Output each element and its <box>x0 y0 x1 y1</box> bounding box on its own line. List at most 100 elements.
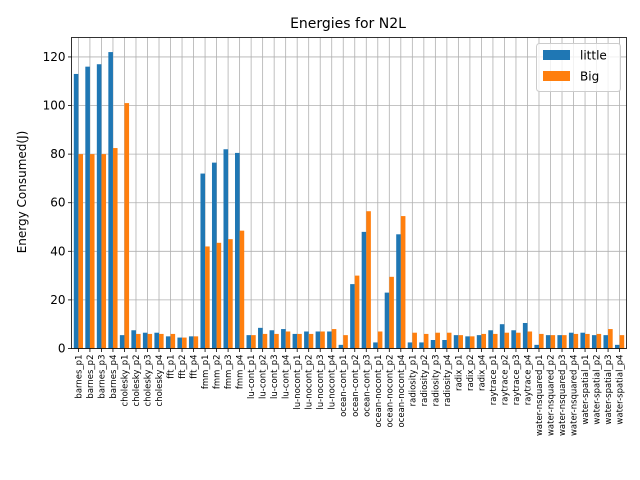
x-tick-label: fft_p2 <box>178 355 188 379</box>
bar-big-water-spatial_p1 <box>585 333 590 349</box>
bar-little-water-spatial_p4 <box>614 344 620 349</box>
x-tick-label: ocean-nocont_p2 <box>385 355 395 428</box>
bar-little-lu-nocont_p4 <box>327 331 332 349</box>
legend-label-big: Big <box>580 70 599 84</box>
x-tick-label: fmm_p2 <box>213 355 223 390</box>
bar-little-barnes_p1 <box>73 73 79 349</box>
x-tick-label: water-spatial_p2 <box>593 355 603 425</box>
bar-big-barnes_p4 <box>112 148 118 349</box>
x-tick-label: raytrace_p2 <box>500 355 510 406</box>
bar-big-barnes_p3 <box>101 154 107 349</box>
bar-little-radiosity_p2 <box>419 342 424 349</box>
bar-big-ocean-cont_p3 <box>366 211 371 349</box>
legend: little Big <box>536 43 621 92</box>
bar-little-cholesky_p3 <box>142 332 148 349</box>
bar-little-raytrace_p3 <box>511 330 516 349</box>
x-tick-label: ocean-cont_p2 <box>351 355 361 417</box>
x-tick-label: barnes_p2 <box>86 355 96 399</box>
bar-big-lu-cont_p3 <box>274 333 279 349</box>
bar-big-lu-cont_p1 <box>251 335 256 349</box>
bar-little-barnes_p2 <box>85 66 90 349</box>
bar-little-lu-nocont_p1 <box>292 333 298 349</box>
bar-little-lu-cont_p3 <box>269 330 275 349</box>
bar-little-cholesky_p2 <box>131 330 136 349</box>
bar-big-ocean-cont_p1 <box>343 335 348 349</box>
bar-big-lu-cont_p4 <box>285 331 291 349</box>
x-tick-label: radiosity_p3 <box>431 355 441 407</box>
bar-big-barnes_p2 <box>89 154 95 349</box>
bar-little-water-nsquared_p1 <box>534 344 539 349</box>
bar-little-raytrace_p4 <box>522 322 528 349</box>
bar-big-barnes_p1 <box>78 154 84 349</box>
bar-big-water-spatial_p3 <box>608 329 613 349</box>
x-tick-label: water-nsquared_p1 <box>535 355 545 437</box>
bar-little-ocean-nocont_p1 <box>373 342 378 349</box>
x-tick-label: barnes_p1 <box>74 355 84 399</box>
bar-big-lu-nocont_p2 <box>308 333 314 349</box>
bar-big-radiosity_p1 <box>412 332 417 349</box>
bar-big-water-nsquared_p1 <box>538 333 544 349</box>
x-tick-label: radix_p2 <box>466 355 476 392</box>
bar-big-water-spatial_p2 <box>596 333 602 349</box>
bar-little-lu-nocont_p3 <box>315 331 321 349</box>
x-tick-label: fmm_p3 <box>224 355 234 390</box>
y-axis-label: Energy Consumed(J) <box>15 131 29 254</box>
bar-big-cholesky_p4 <box>159 333 164 349</box>
y-tick-label: 40 <box>50 244 65 258</box>
x-tick-label: ocean-nocont_p4 <box>397 355 407 428</box>
x-tick-label: cholesky_p2 <box>132 355 142 407</box>
bar-big-fft_p2 <box>182 337 187 349</box>
bar-big-cholesky_p1 <box>124 103 130 349</box>
bar-little-lu-nocont_p2 <box>304 331 309 349</box>
bar-big-raytrace_p4 <box>527 331 533 349</box>
legend-label-little: little <box>580 49 607 63</box>
bar-little-raytrace_p1 <box>488 330 493 349</box>
bar-little-water-spatial_p1 <box>580 332 586 349</box>
bar-little-radiosity_p4 <box>442 339 447 349</box>
x-tick-label: fft_p1 <box>167 355 177 379</box>
bar-little-water-nsquared_p2 <box>545 335 551 349</box>
bar-big-water-spatial_p4 <box>619 335 625 349</box>
bar-little-radiosity_p3 <box>430 339 436 349</box>
x-tick-label: ocean-cont_p1 <box>339 355 349 417</box>
x-tick-label: radiosity_p2 <box>420 355 430 407</box>
legend-swatch-little <box>543 50 570 60</box>
bar-big-ocean-nocont_p4 <box>400 216 406 349</box>
chart-title: Energies for N2L <box>290 16 406 32</box>
bar-little-fft_p2 <box>177 337 183 349</box>
x-tick-label: lu-cont_p2 <box>259 355 269 399</box>
bar-big-lu-nocont_p4 <box>331 329 337 349</box>
bar-little-lu-cont_p2 <box>258 327 263 349</box>
bar-little-fft_p1 <box>165 336 171 349</box>
grid-layer <box>71 37 627 349</box>
bar-big-radiosity_p2 <box>423 333 429 349</box>
bar-little-ocean-cont_p2 <box>350 284 355 349</box>
bar-big-water-nsquared_p4 <box>573 333 579 349</box>
x-tick-label: lu-nocont_p1 <box>293 355 303 410</box>
bar-big-cholesky_p2 <box>135 333 141 349</box>
x-tick-label: water-nsquared_p3 <box>558 355 568 437</box>
y-tick-label: 120 <box>43 50 66 64</box>
bar-little-fft_p4 <box>188 336 194 349</box>
x-tick-label: water-nsquared_p4 <box>570 355 580 437</box>
x-tick-label: water-spatial_p1 <box>581 355 591 425</box>
x-tick-label: lu-nocont_p4 <box>328 355 338 410</box>
x-tick-label: raytrace_p1 <box>489 355 499 406</box>
bar-little-ocean-cont_p1 <box>338 344 344 349</box>
bar-big-fmm_p4 <box>239 230 245 349</box>
bar-little-ocean-nocont_p2 <box>384 292 390 349</box>
bar-big-fmm_p1 <box>205 246 210 349</box>
bar-little-radix_p2 <box>465 336 470 349</box>
x-tick-label: fmm_p4 <box>236 355 246 390</box>
bar-big-ocean-nocont_p2 <box>389 276 394 349</box>
x-tick-label: lu-nocont_p3 <box>316 355 326 410</box>
bar-little-cholesky_p4 <box>154 332 160 349</box>
bar-little-lu-cont_p1 <box>246 335 252 349</box>
x-tick-label: radiosity_p4 <box>443 355 453 407</box>
bar-big-radix_p4 <box>481 333 487 349</box>
bar-big-raytrace_p1 <box>492 333 498 349</box>
bar-little-ocean-nocont_p4 <box>396 234 401 349</box>
bar-little-fmm_p3 <box>223 149 229 349</box>
x-tick-label: radix_p4 <box>477 355 487 392</box>
